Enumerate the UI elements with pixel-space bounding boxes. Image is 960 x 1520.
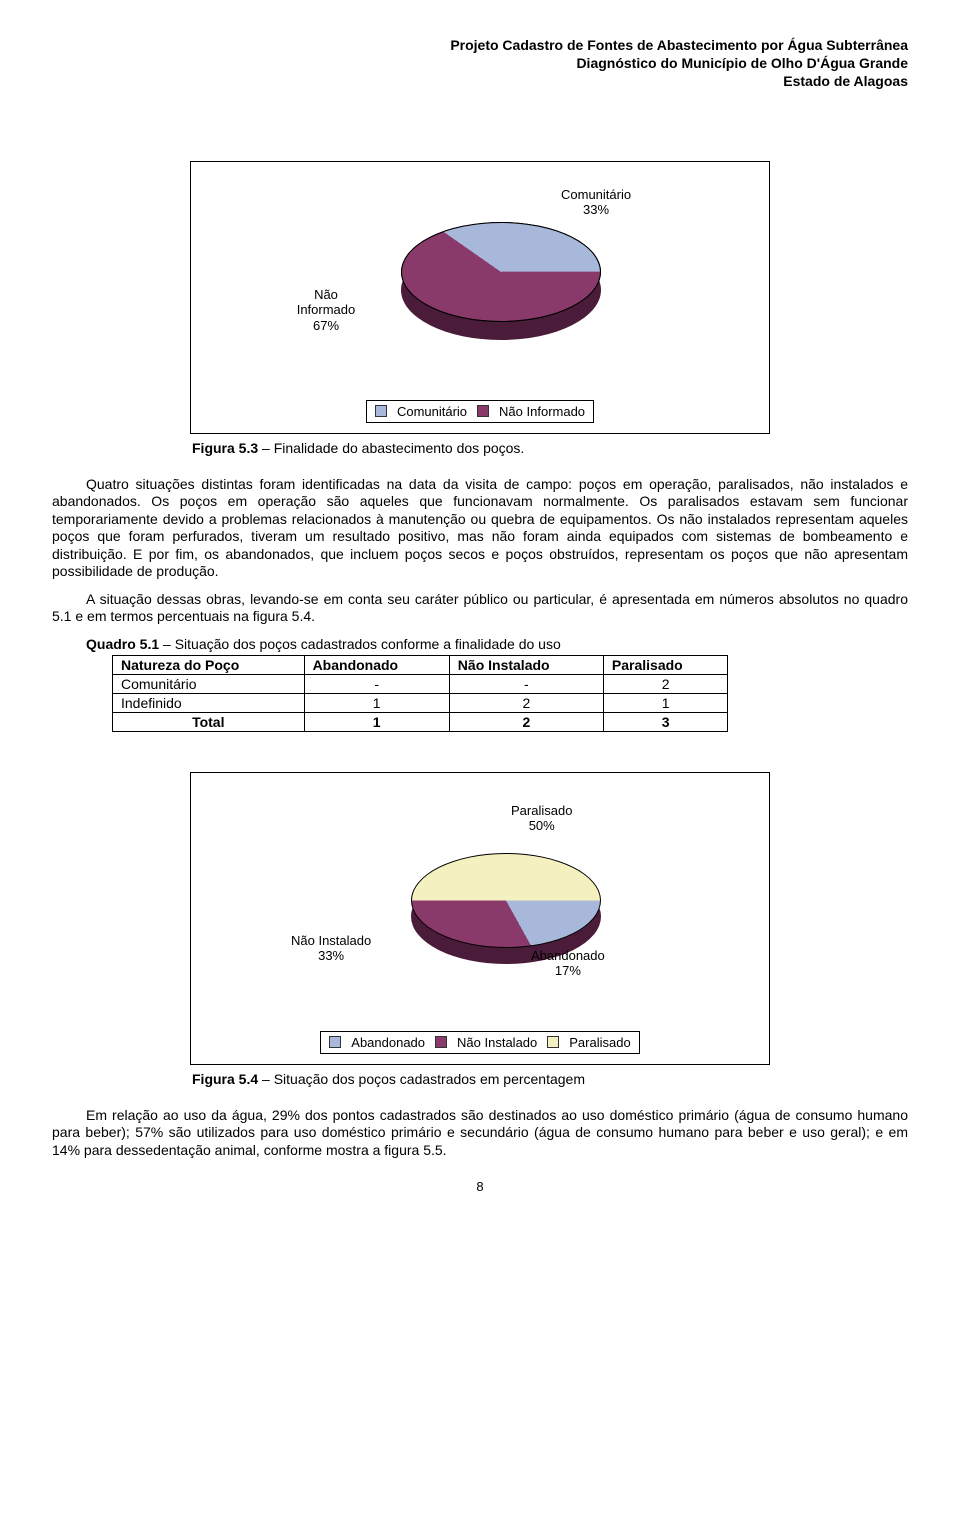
page-header: Projeto Cadastro de Fontes de Abastecime… (52, 36, 908, 91)
figure-5-4-caption: Figura 5.4 – Situação dos poços cadastra… (192, 1071, 908, 1087)
chart-1-container: Comunitário 33% NãoInformado 67% Comunit… (190, 161, 770, 434)
table-cell: Comunitário (113, 674, 305, 693)
chart-1-pie (401, 222, 601, 332)
table-cell: - (304, 674, 449, 693)
table-header: Não Instalado (449, 655, 603, 674)
table-header: Abandonado (304, 655, 449, 674)
legend-swatch (375, 405, 387, 417)
header-line-1: Projeto Cadastro de Fontes de Abastecime… (52, 36, 908, 54)
table-cell: 3 (603, 712, 727, 731)
quadro-text: – Situação dos poços cadastrados conform… (163, 636, 561, 652)
legend-label: Não Informado (499, 404, 585, 419)
chart-2-area: Paralisado 50% Não Instalado 33% Abandon… (201, 793, 759, 1023)
paragraph-1: Quatro situações distintas foram identif… (52, 476, 908, 581)
chart-1-label-b-pct: 67% (313, 318, 339, 333)
header-line-2: Diagnóstico do Município de Olho D'Água … (52, 54, 908, 72)
chart-2-label-a-text: Paralisado (511, 803, 572, 818)
chart-2-label-c-pct: 17% (555, 963, 581, 978)
chart-2-pie (411, 853, 601, 958)
fig-label: Figura 5.4 (192, 1071, 262, 1087)
chart-2-label-b-text: Não Instalado (291, 933, 371, 948)
table-header-row: Natureza do Poço Abandonado Não Instalad… (113, 655, 728, 674)
legend-swatch (329, 1036, 341, 1048)
table-cell: 2 (449, 712, 603, 731)
table-cell: 1 (304, 693, 449, 712)
chart-2-label-c-text: Abandonado (531, 948, 605, 963)
table-row: Indefinido 1 2 1 (113, 693, 728, 712)
chart-2-legend: Abandonado Não Instalado Paralisado (320, 1031, 639, 1054)
paragraph-2: A situação dessas obras, levando-se em c… (52, 591, 908, 626)
chart-1-label-a-text: Comunitário (561, 187, 631, 202)
chart-1-label-a: Comunitário 33% (561, 187, 631, 218)
quadro-5-1-table: Natureza do Poço Abandonado Não Instalad… (112, 655, 728, 732)
fig-text: – Finalidade do abastecimento dos poços. (262, 440, 524, 456)
chart-1-area: Comunitário 33% NãoInformado 67% (201, 182, 759, 392)
table-cell: 2 (449, 693, 603, 712)
chart-2-label-paralisado: Paralisado 50% (511, 803, 572, 834)
fig-text: – Situação dos poços cadastrados em perc… (262, 1071, 585, 1087)
table-row: Comunitário - - 2 (113, 674, 728, 693)
paragraph-3: Em relação ao uso da água, 29% dos ponto… (52, 1107, 908, 1160)
chart-1-slice-33-render (401, 222, 601, 322)
chart-2-label-b-pct: 33% (318, 948, 344, 963)
chart-1-label-a-pct: 33% (583, 202, 609, 217)
legend-label: Paralisado (569, 1035, 630, 1050)
legend-swatch (477, 405, 489, 417)
table-cell: Total (113, 712, 305, 731)
chart-2-label-a-pct: 50% (529, 818, 555, 833)
table-cell: Indefinido (113, 693, 305, 712)
quadro-5-1-title: Quadro 5.1 – Situação dos poços cadastra… (52, 636, 908, 652)
table-cell: 2 (603, 674, 727, 693)
table-cell: 1 (603, 693, 727, 712)
legend-swatch (547, 1036, 559, 1048)
table-cell: 1 (304, 712, 449, 731)
chart-2-legend-wrap: Abandonado Não Instalado Paralisado (201, 1031, 759, 1054)
table-header: Natureza do Poço (113, 655, 305, 674)
legend-swatch (435, 1036, 447, 1048)
legend-label: Comunitário (397, 404, 467, 419)
chart-1-label-b-text: NãoInformado (297, 287, 356, 318)
table-header: Paralisado (603, 655, 727, 674)
chart-1-legend: Comunitário Não Informado (366, 400, 594, 423)
header-line-3: Estado de Alagoas (52, 72, 908, 90)
quadro-label: Quadro 5.1 (86, 636, 163, 652)
figure-5-3-caption: Figura 5.3 – Finalidade do abastecimento… (192, 440, 908, 456)
chart-1-label-b: NãoInformado 67% (286, 287, 366, 334)
page-number: 8 (52, 1179, 908, 1194)
chart-2-top-disc (411, 853, 601, 948)
table-total-row: Total 1 2 3 (113, 712, 728, 731)
chart-2-label-abandonado: Abandonado 17% (531, 948, 605, 979)
chart-1-legend-wrap: Comunitário Não Informado (201, 400, 759, 423)
legend-label: Abandonado (351, 1035, 425, 1050)
chart-2-label-nao-instalado: Não Instalado 33% (291, 933, 371, 964)
chart-2-container: Paralisado 50% Não Instalado 33% Abandon… (190, 772, 770, 1065)
legend-label: Não Instalado (457, 1035, 537, 1050)
fig-label: Figura 5.3 (192, 440, 262, 456)
table-cell: - (449, 674, 603, 693)
